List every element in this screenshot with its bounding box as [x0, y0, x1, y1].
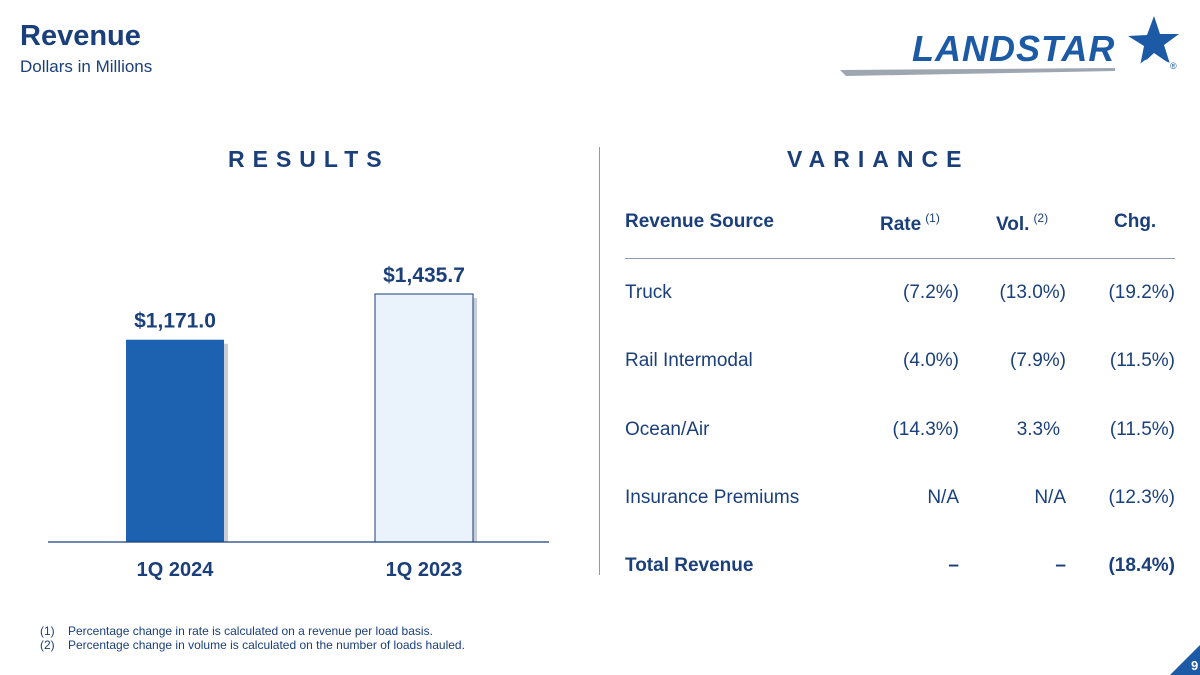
- bar-1q-2024: [126, 339, 224, 542]
- total-rate: –: [948, 555, 959, 576]
- footnote: (1) Percentage change in rate is calcula…: [40, 624, 465, 638]
- row-source: Insurance Premiums: [625, 487, 800, 508]
- logo-swoosh-icon: [840, 68, 1115, 76]
- page-number: 9: [1191, 658, 1199, 673]
- page-title: Revenue: [20, 20, 141, 52]
- row-chg: (11.5%): [1109, 350, 1175, 371]
- col-header-rate: Rate (1): [880, 211, 940, 235]
- variance-heading: VARIANCE: [787, 146, 970, 172]
- results-heading: RESULTS: [228, 146, 390, 172]
- row-chg: (12.3%): [1108, 487, 1175, 508]
- table-row: Ocean/Air (14.3%) 3.3% (11.5%): [0, 419, 1200, 449]
- vol-footnote-ref: (2): [1033, 211, 1049, 225]
- x-tick-label: 1Q 2023: [386, 559, 463, 581]
- total-chg: (18.4%): [1108, 555, 1175, 576]
- section-divider: [599, 147, 600, 575]
- table-header-rule: [625, 258, 1175, 259]
- page-subtitle: Dollars in Millions: [20, 57, 153, 76]
- revenue-bar-chart: $1,171.0 1Q 2024 $1,435.7 1Q 2023: [48, 264, 549, 581]
- row-rate: (14.3%): [892, 419, 959, 440]
- row-vol: N/A: [1034, 487, 1066, 508]
- row-chg: (19.2%): [1108, 282, 1175, 303]
- row-vol: 3.3%: [1016, 419, 1060, 440]
- bar-value-label: $1,171.0: [134, 310, 216, 333]
- row-vol: (7.9%): [1010, 350, 1066, 371]
- bar-1q-2023: [374, 293, 474, 543]
- row-rate: (4.0%): [903, 350, 959, 371]
- table-row: Truck (7.2%) (13.0%) (19.2%): [0, 282, 1200, 312]
- x-tick-label: 1Q 2024: [137, 559, 215, 581]
- page-corner-icon: [1170, 645, 1200, 675]
- registered-mark: ®: [1170, 61, 1177, 71]
- footnote-text: Percentage change in rate is calculated …: [68, 624, 433, 638]
- row-source: Ocean/Air: [625, 419, 710, 440]
- col-header-vol: Vol. (2): [996, 211, 1049, 235]
- footnote-number: (2): [40, 638, 55, 652]
- logo-wordmark: LANDSTAR: [912, 28, 1116, 69]
- col-header-chg: Chg.: [1114, 211, 1157, 232]
- footnotes: (1) Percentage change in rate is calcula…: [40, 624, 465, 652]
- row-source: Truck: [625, 282, 672, 303]
- row-vol: (13.0%): [999, 282, 1066, 303]
- table-row-total: Total Revenue – – (18.4%): [0, 555, 1200, 585]
- star-icon: [1128, 16, 1179, 67]
- footnote-text: Percentage change in volume is calculate…: [68, 638, 465, 652]
- col-header-revenue-source: Revenue Source: [625, 211, 774, 232]
- table-row: Rail Intermodal (4.0%) (7.9%) (11.5%): [0, 350, 1200, 380]
- row-source: Rail Intermodal: [625, 350, 753, 371]
- footnote: (2) Percentage change in volume is calcu…: [40, 638, 465, 652]
- bar-value-label: $1,435.7: [383, 264, 465, 287]
- total-source: Total Revenue: [625, 555, 754, 576]
- footnote-number: (1): [40, 624, 55, 638]
- rate-footnote-ref: (1): [925, 211, 940, 225]
- table-row: Insurance Premiums N/A N/A (12.3%): [0, 487, 1200, 517]
- row-chg: (11.5%): [1109, 419, 1175, 440]
- row-rate: N/A: [927, 487, 959, 508]
- landstar-logo: LANDSTAR ®: [840, 12, 1185, 82]
- row-rate: (7.2%): [903, 282, 959, 303]
- total-vol: –: [1055, 555, 1066, 576]
